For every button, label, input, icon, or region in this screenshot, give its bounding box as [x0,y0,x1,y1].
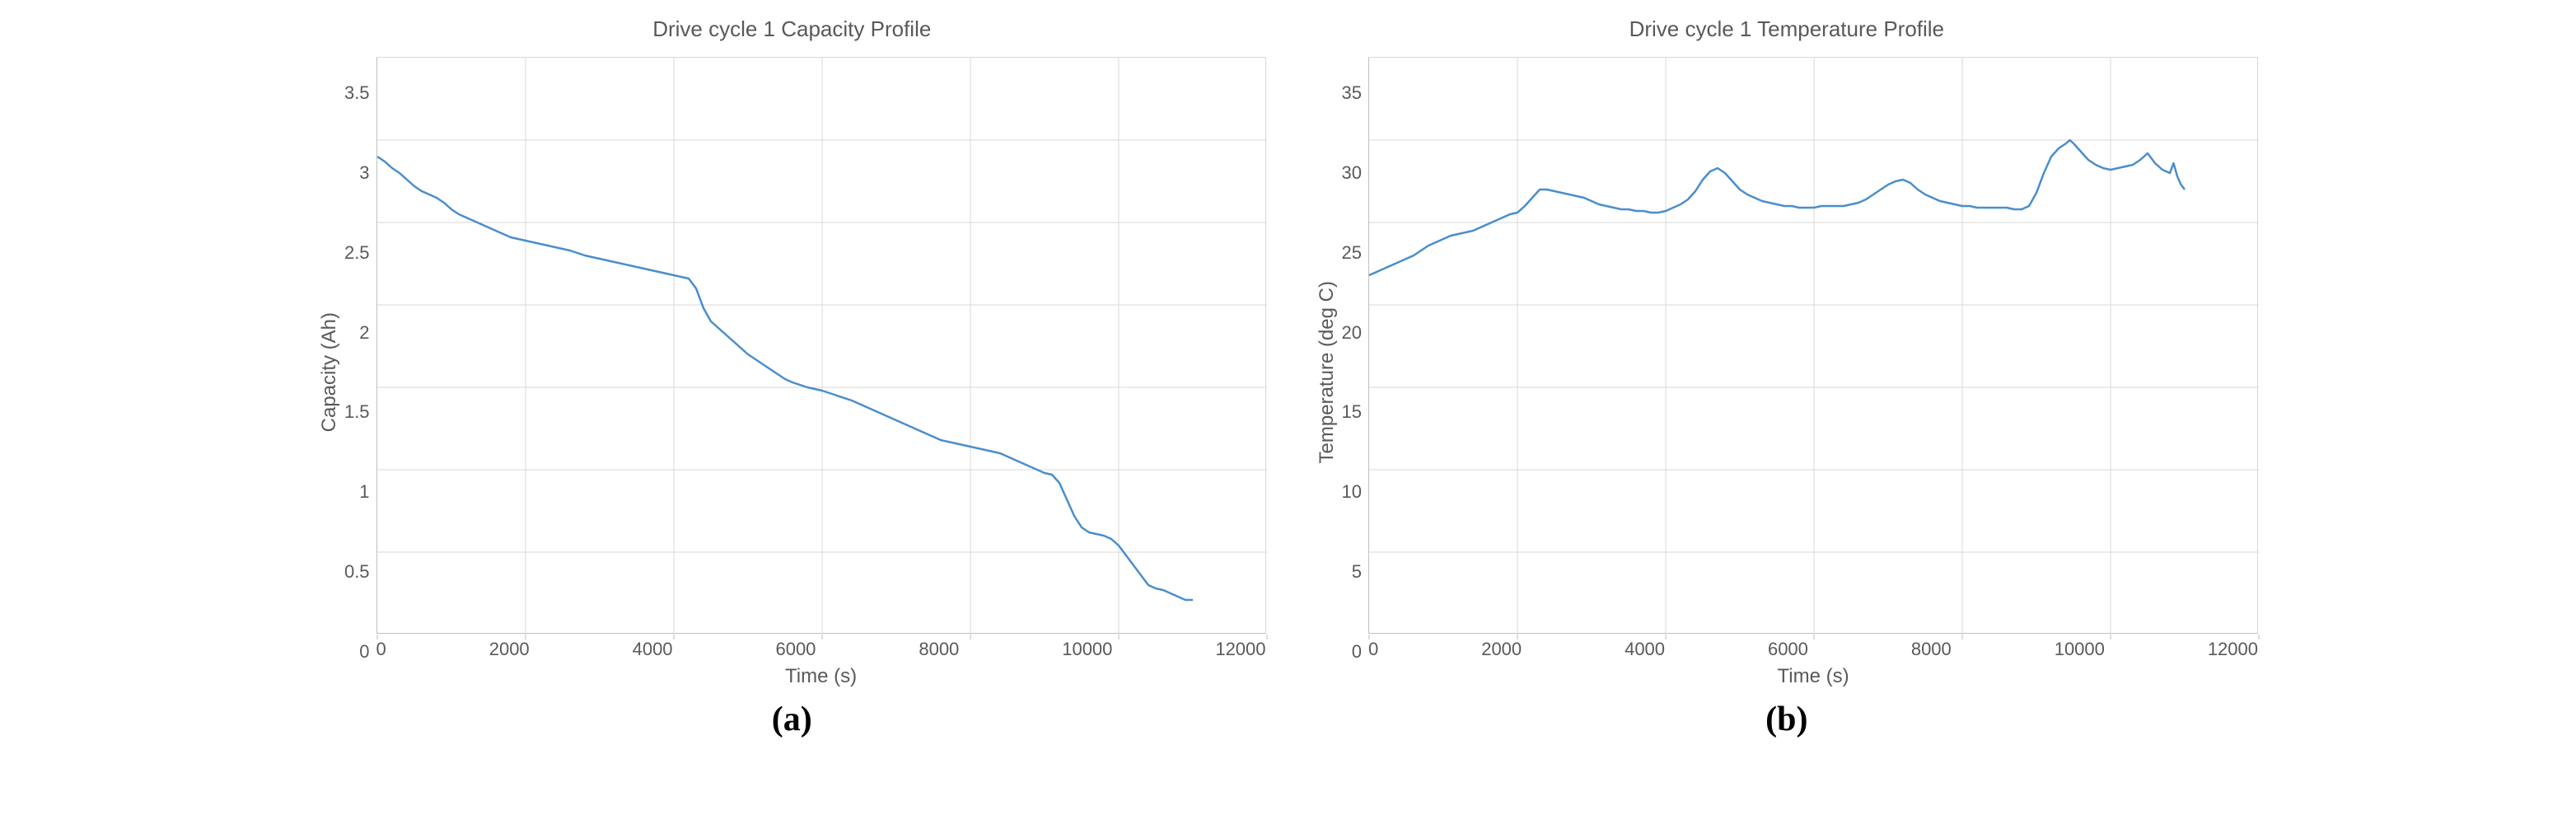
chart-a-xlabel: Time (s) [376,665,1266,688]
ytick-label: 3.5 [344,84,370,102]
ytick-label: 2 [359,324,369,342]
chart-a-xaxis: 0 2000 4000 6000 8000 10000 12000 [376,639,1266,660]
xtick-label: 4000 [1625,639,1665,660]
subcaption-a: (a) [772,700,812,739]
ytick-label: 1 [359,483,369,501]
xtick-label: 10000 [2055,639,2105,660]
chart-a-plot [376,57,1266,634]
ytick-label: 2.5 [344,244,370,262]
ytick-label: 3 [359,164,369,182]
ytick-label: 20 [1342,324,1362,342]
ytick-label: 0 [359,643,369,661]
ytick-label: 25 [1342,244,1362,262]
chart-b-wrap: Temperature (deg C) 35 30 25 20 15 10 5 0 0 2000… [1316,57,2258,688]
data-series [1369,140,2185,275]
ytick-label: 0.5 [344,563,370,581]
ytick-label: 1.5 [344,403,370,421]
xtick-label: 8000 [1911,639,1952,660]
ytick-label: 30 [1342,164,1362,182]
xtick-label: 8000 [919,639,959,660]
ytick-label: 15 [1342,403,1362,421]
subcaption-b: (b) [1765,700,1807,739]
xtick-label: 12000 [2208,639,2258,660]
xtick-label: 4000 [633,639,673,660]
ytick-label: 10 [1342,483,1362,501]
figure-row: Drive cycle 1 Capacity Profile Capacity … [16,16,2560,739]
xtick-label: 0 [1368,639,1378,660]
xtick-label: 6000 [775,639,816,660]
chart-b-plot [1368,57,2258,634]
panel-a: Drive cycle 1 Capacity Profile Capacity … [318,16,1266,739]
xtick-label: 2000 [489,639,530,660]
xtick-label: 2000 [1481,639,1522,660]
chart-a-yaxis: 3.5 3 2.5 2 1.5 1 0.5 0 [344,84,376,661]
panel-b: Drive cycle 1 Temperature Profile Temper… [1316,16,2258,739]
data-series [377,157,1193,600]
xtick-label: 0 [376,639,386,660]
chart-b-title: Drive cycle 1 Temperature Profile [1629,16,1944,42]
chart-b-xaxis: 0 2000 4000 6000 8000 10000 12000 [1368,639,2258,660]
chart-a-ylabel: Capacity (Ah) [318,312,341,432]
xtick-label: 12000 [1215,639,1265,660]
chart-b-yaxis: 35 30 25 20 15 10 5 0 [1342,84,1368,661]
chart-a-wrap: Capacity (Ah) 3.5 3 2.5 2 1.5 1 0.5 0 0 2000 4000… [318,57,1266,688]
ytick-label: 0 [1352,643,1362,661]
chart-a-title: Drive cycle 1 Capacity Profile [652,16,931,42]
xtick-label: 6000 [1768,639,1808,660]
ytick-label: 5 [1352,563,1362,581]
chart-b-xlabel: Time (s) [1368,665,2258,688]
ytick-label: 35 [1342,84,1362,102]
chart-b-ylabel: Temperature (deg C) [1316,281,1339,463]
xtick-label: 10000 [1062,639,1112,660]
